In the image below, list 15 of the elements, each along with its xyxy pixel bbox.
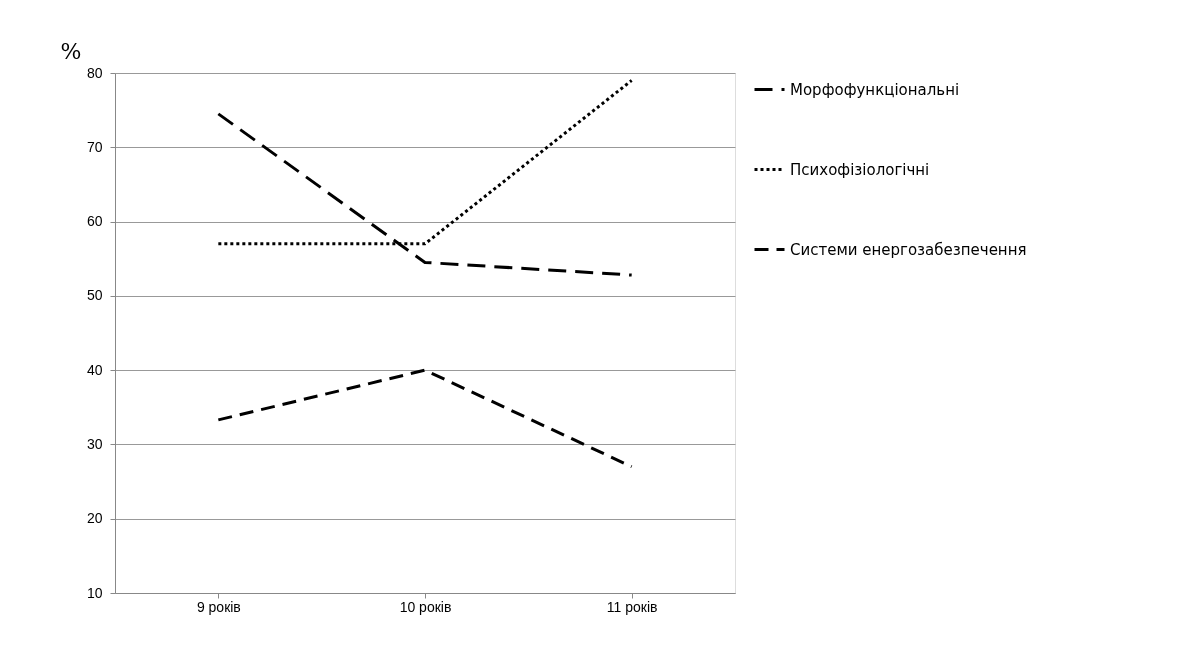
x-tick-label: 10 років xyxy=(399,598,452,615)
x-tick-label: 11 років xyxy=(606,598,658,615)
y-tick-label: 70 xyxy=(86,138,103,155)
y-axis-title: % xyxy=(60,38,82,64)
x-tick-label: 9 років xyxy=(196,598,241,615)
legend-label: Морфофункціональні xyxy=(790,80,960,99)
legend-label: Психофізіологічні xyxy=(790,160,930,179)
y-tick-label: 20 xyxy=(86,510,103,527)
legend-label: Системи енергозабезпечення xyxy=(790,240,1027,259)
y-tick-label: 50 xyxy=(86,287,103,304)
y-tick-label: 30 xyxy=(86,435,103,452)
y-tick-label: 60 xyxy=(86,213,103,230)
y-tick-label: 80 xyxy=(86,64,103,81)
y-tick-label: 40 xyxy=(86,361,103,378)
y-tick-label: 10 xyxy=(86,584,103,601)
